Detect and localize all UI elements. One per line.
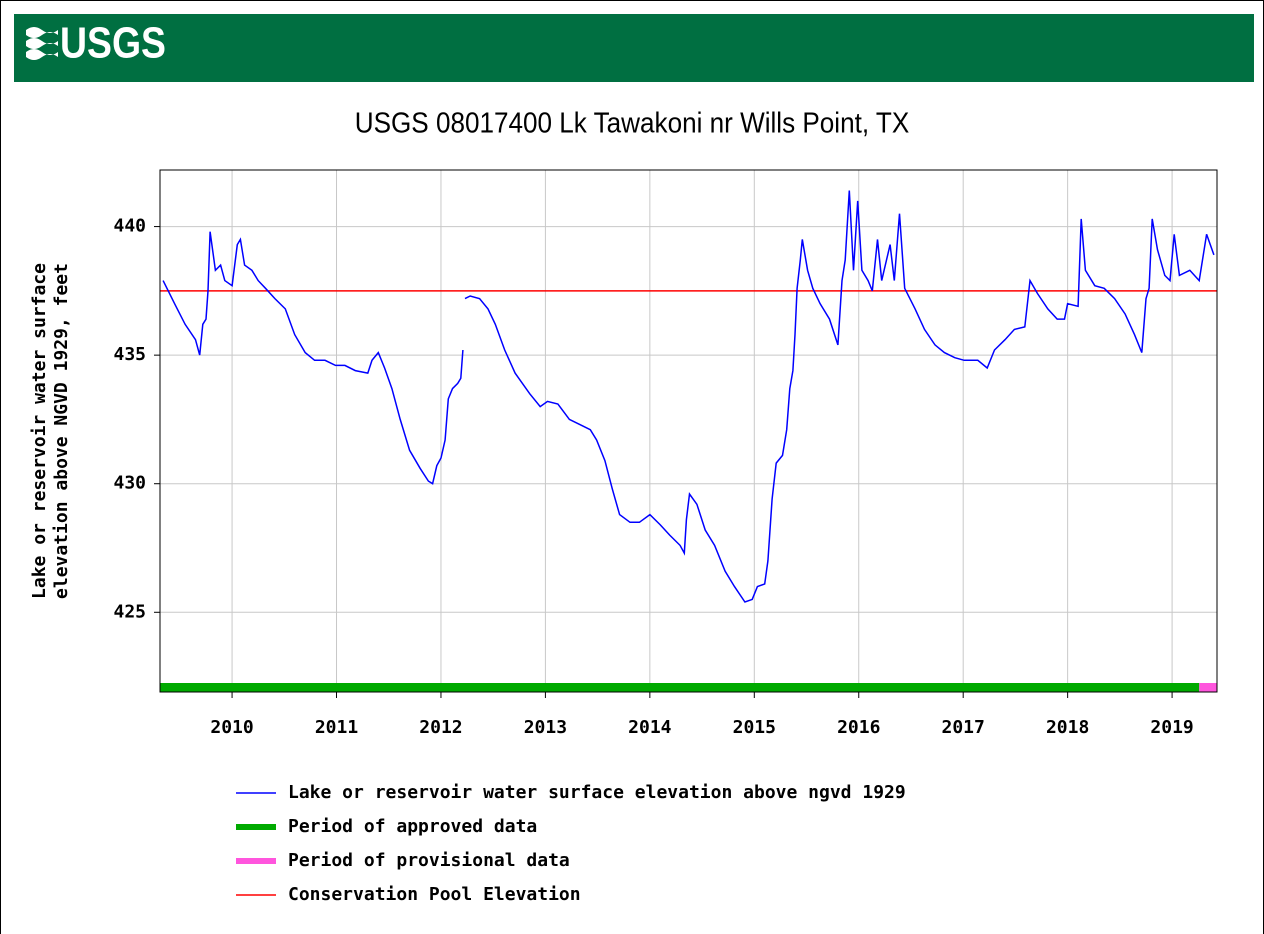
x-tick-label: 2019: [1150, 717, 1193, 738]
x-tick-label: 2016: [837, 717, 880, 738]
legend-label: Lake or reservoir water surface elevatio…: [288, 782, 906, 803]
y-axis-label: Lake or reservoir water surface: [29, 263, 50, 599]
legend-label: Period of provisional data: [288, 850, 570, 871]
x-tick-label: 2015: [733, 717, 776, 738]
y-axis-label: elevation above NGVD 1929, feet: [51, 263, 72, 599]
logo-text: USGS: [60, 18, 166, 68]
x-tick-label: 2011: [315, 717, 358, 738]
chart-title: USGS 08017400 Lk Tawakoni nr Wills Point…: [355, 106, 909, 139]
x-tick-label: 2010: [210, 717, 253, 738]
x-tick-label: 2017: [942, 717, 985, 738]
data-line: [162, 190, 1215, 603]
plot-frame: [159, 169, 1218, 693]
logo-waves: [26, 27, 58, 60]
banner: [14, 14, 1254, 82]
period-band: [1199, 683, 1217, 692]
x-tick-label: 2013: [524, 717, 567, 738]
x-tick-label: 2014: [628, 717, 672, 738]
y-tick-label: 440: [113, 216, 146, 237]
y-tick-label: 435: [113, 344, 146, 365]
period-band: [160, 683, 1200, 692]
legend-label: Period of approved data: [288, 816, 537, 837]
x-tick-label: 2018: [1046, 717, 1089, 738]
y-tick-label: 430: [113, 473, 146, 494]
y-tick-label: 425: [113, 601, 146, 622]
legend-label: Conservation Pool Elevation: [288, 884, 581, 905]
x-tick-label: 2012: [419, 717, 462, 738]
